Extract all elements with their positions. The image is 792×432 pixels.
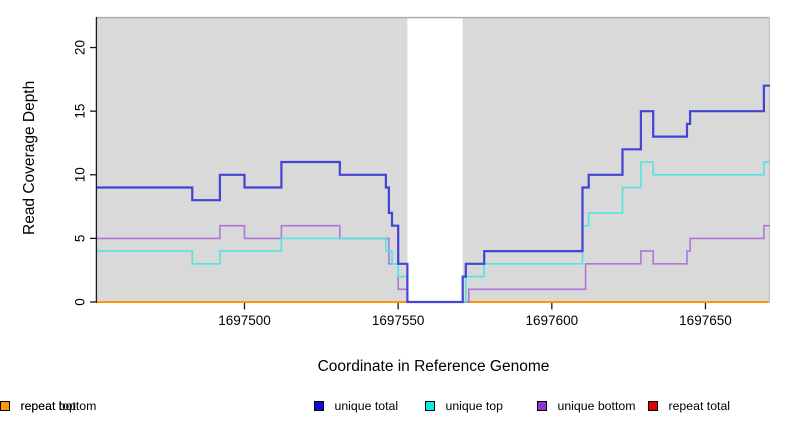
repeat-bottom-swatch-icon (0, 401, 10, 411)
legend-item-unique-bottom: unique bottom (537, 399, 635, 413)
legend-label: repeat top (20, 399, 76, 413)
legend-item-repeat-total: repeat total (648, 399, 730, 413)
repeat-total-swatch-icon (648, 401, 658, 411)
legend-label: unique bottom (557, 399, 636, 413)
y-tick-label: 20 (73, 40, 88, 55)
x-tick-label: 1697650 (679, 313, 732, 328)
unique-top-line (97, 161, 770, 303)
unique-total-swatch-icon (314, 401, 324, 411)
x-tick-label: 1697550 (372, 313, 425, 328)
unique-top-swatch-icon (425, 401, 435, 411)
x-tick-label: 1697500 (218, 313, 271, 328)
y-tick-label: 10 (73, 167, 88, 182)
legend-label: repeat bottom (20, 399, 97, 413)
legend-label: unique top (445, 399, 503, 413)
legend-item-unique-total: unique total (314, 399, 398, 413)
y-tick-label: 15 (73, 104, 88, 119)
coverage-gap-band (407, 18, 463, 304)
legend-item-unique-top: unique top (425, 399, 503, 413)
legend-label: repeat total (668, 399, 731, 413)
x-axis-title: Coordinate in Reference Genome (317, 358, 550, 375)
legend-label: unique total (334, 399, 399, 413)
y-tick-label: 0 (73, 298, 88, 306)
legend-item-repeat-bottom: repeat bottom (0, 399, 96, 413)
y-axis-title: Read Coverage Depth (21, 80, 38, 236)
unique-bottom-swatch-icon (537, 401, 547, 411)
unique-total-line (97, 84, 770, 304)
x-tick-label: 1697600 (526, 313, 579, 328)
y-tick-label: 5 (73, 235, 88, 243)
